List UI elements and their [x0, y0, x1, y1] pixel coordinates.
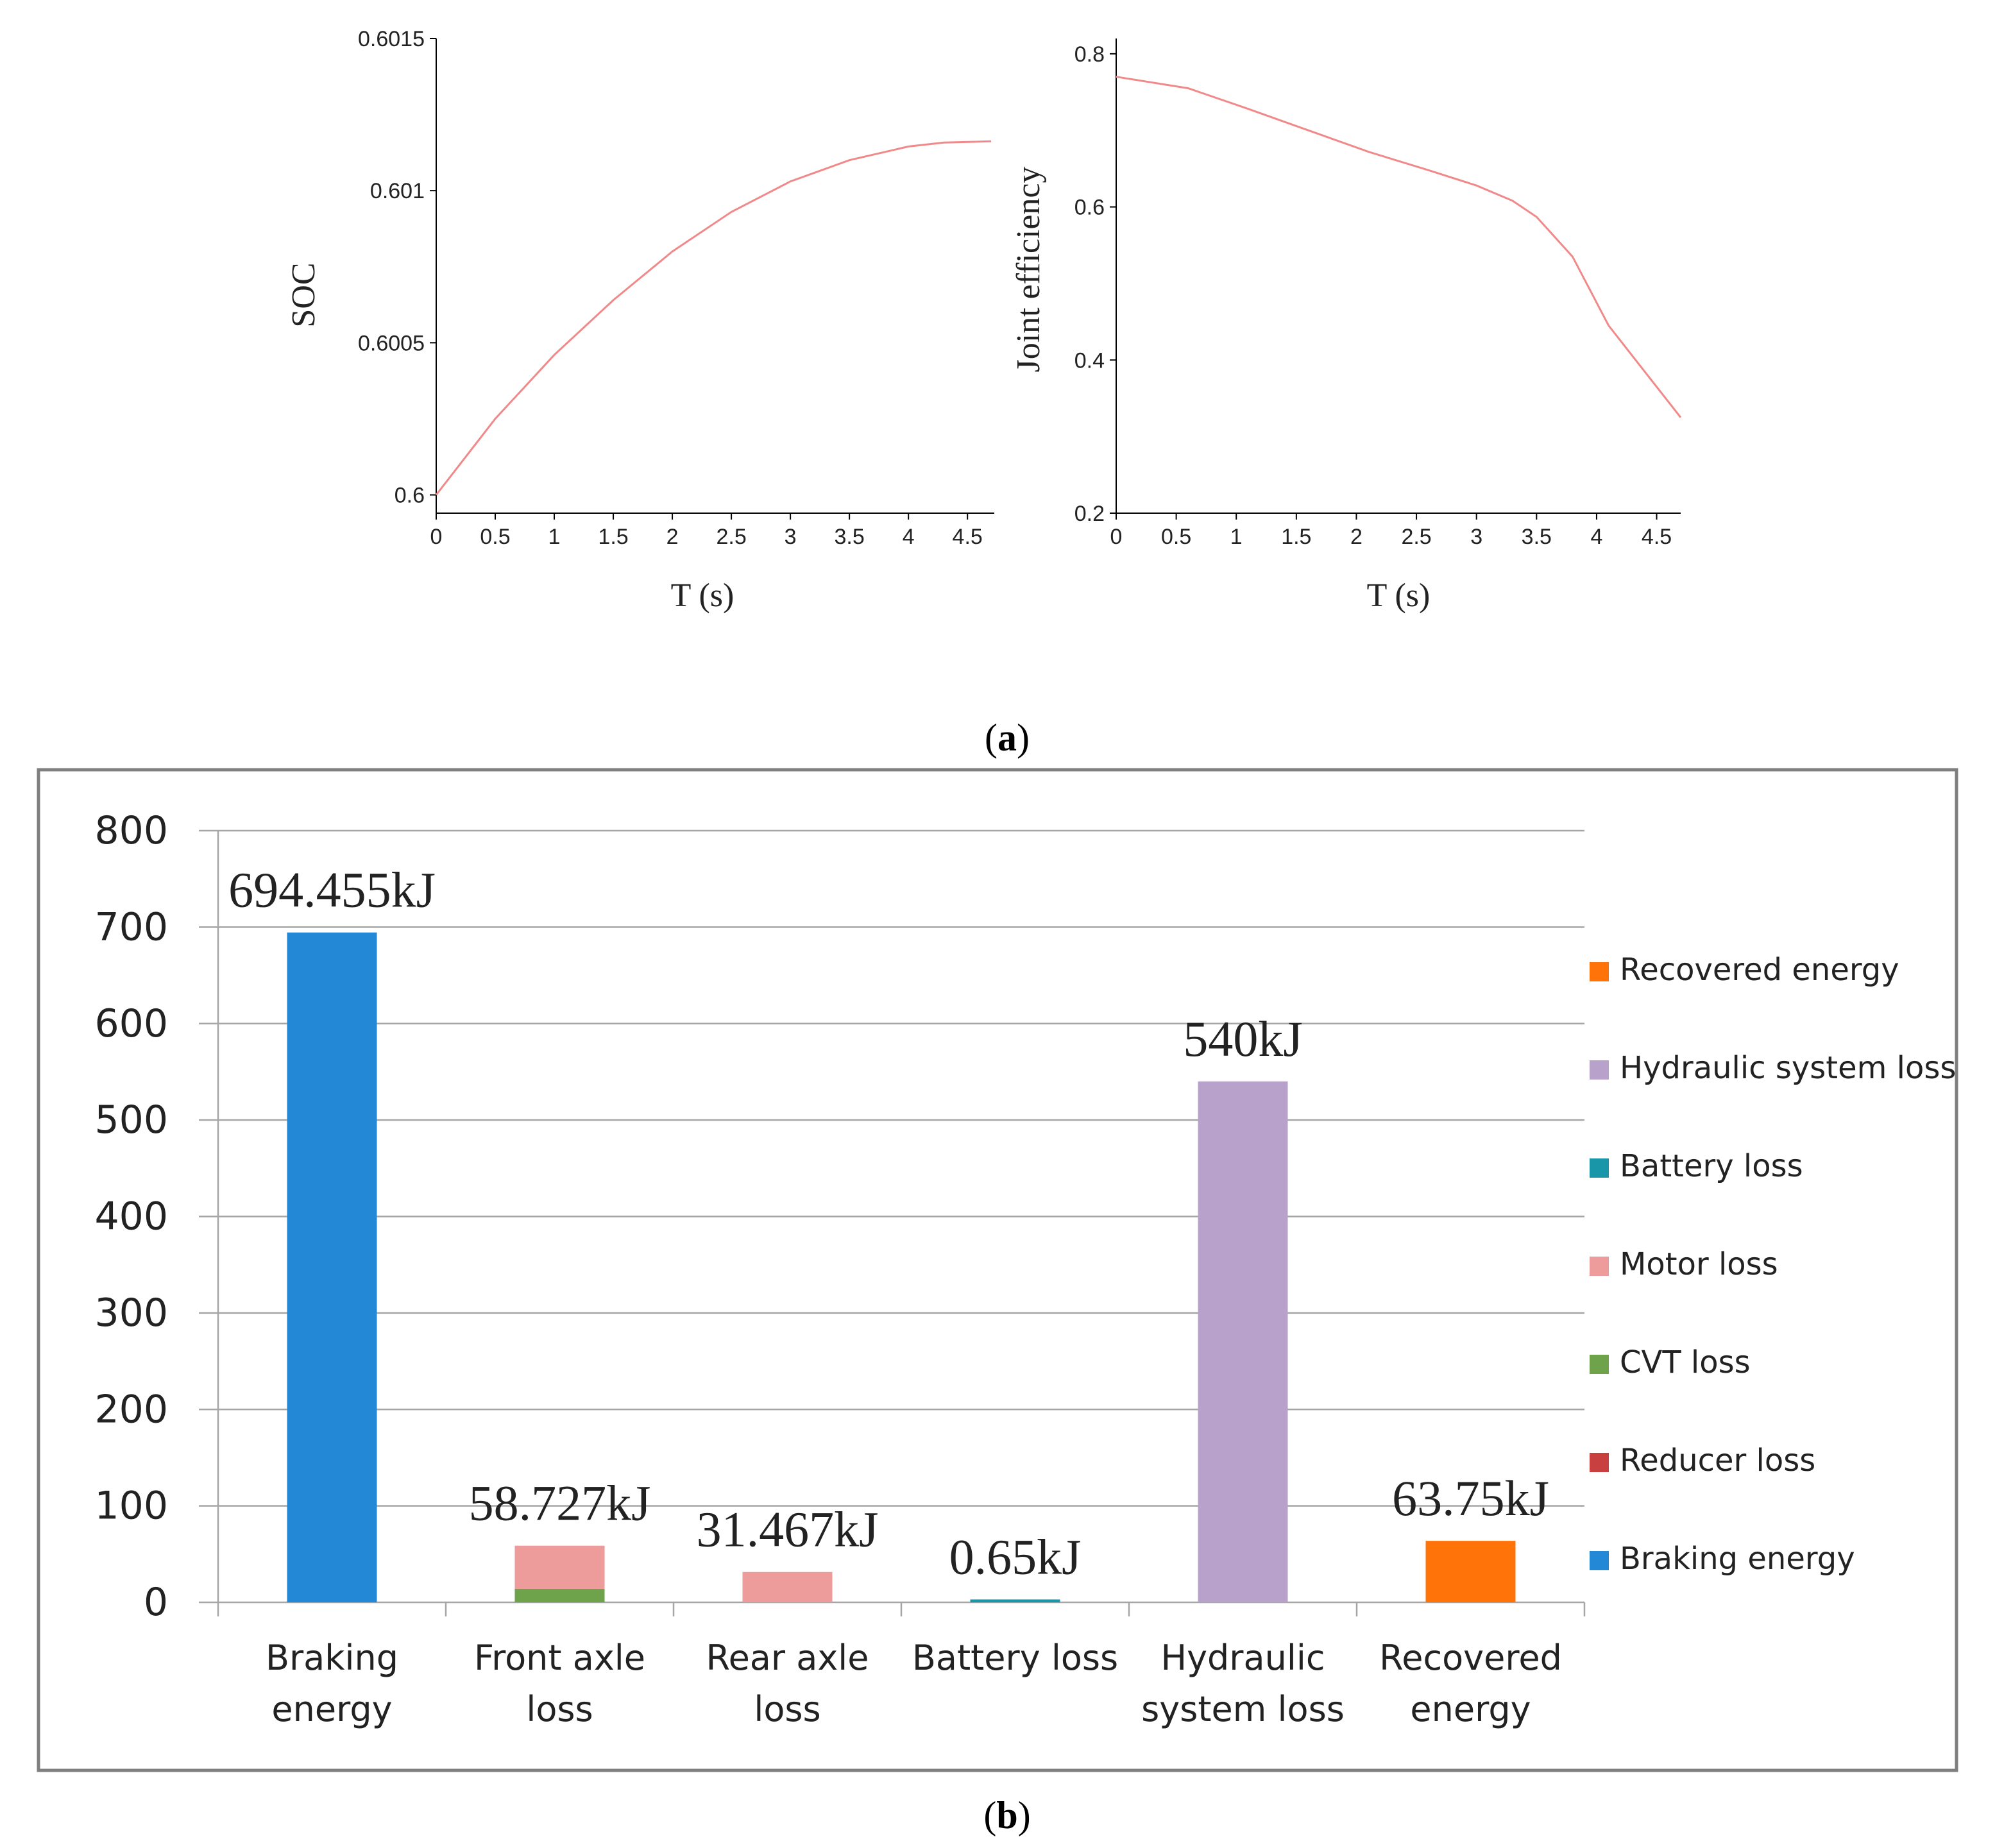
- legend-swatch: [1590, 1551, 1609, 1570]
- efficiency-plot-background: [1078, 26, 1687, 552]
- bar-ytick-label: 600: [94, 1001, 168, 1046]
- soc-plot-background: [395, 26, 1004, 552]
- a1-ytick-label: 0.6: [395, 484, 425, 508]
- bar-ytick-label: 100: [94, 1484, 168, 1529]
- a1-xtick-label: 0: [430, 525, 443, 549]
- legend-label: Reducer loss: [1620, 1443, 1815, 1479]
- legend-label: Braking energy: [1620, 1541, 1855, 1577]
- a1-xtick-label: 0.5: [480, 525, 510, 549]
- soc-x-axis-label: T (s): [671, 577, 734, 614]
- bar-data-label: 31.467kJ: [697, 1502, 879, 1557]
- bar-category-label-line2: energy: [1410, 1689, 1531, 1729]
- soc-y-axis-label: SOC: [285, 262, 322, 327]
- bar-segment-cvt-loss: [514, 1588, 605, 1602]
- bar-category-label-line1: Battery loss: [912, 1638, 1118, 1678]
- a2-ytick-label: 0.2: [1074, 502, 1105, 526]
- bar-category-label-line2: loss: [526, 1689, 593, 1729]
- bar-category-label-line1: Braking: [266, 1638, 398, 1678]
- a1-xtick-label: 2: [666, 525, 679, 549]
- bar-ytick-label: 0: [144, 1580, 168, 1625]
- a1-ytick-label: 0.6005: [358, 331, 425, 355]
- bar-data-label: 694.455kJ: [228, 862, 436, 918]
- a2-xtick-label: 4.5: [1642, 525, 1672, 549]
- a2-xtick-label: 3.5: [1522, 525, 1552, 549]
- bar-category-label-line1: Front axle: [474, 1638, 645, 1678]
- bar-category-label-line2: loss: [754, 1689, 820, 1729]
- a1-xtick-label: 1: [548, 525, 561, 549]
- bar-category-label-line1: Hydraulic: [1160, 1638, 1325, 1678]
- bar-segment-hydraulic-system-loss: [1198, 1081, 1288, 1602]
- a1-xtick-label: 2.5: [716, 525, 746, 549]
- legend-swatch: [1590, 1453, 1609, 1472]
- a2-xtick-label: 1.5: [1281, 525, 1311, 549]
- a1-ytick-label: 0.601: [370, 179, 425, 203]
- a2-ytick-label: 0.8: [1074, 42, 1105, 67]
- caption-b: (b): [983, 1794, 1030, 1836]
- bar-ytick-label: 800: [94, 808, 168, 853]
- bar-ytick-label: 400: [94, 1194, 168, 1239]
- bar-segment-battery-loss: [970, 1599, 1060, 1602]
- a2-xtick-label: 0: [1110, 525, 1123, 549]
- bar-segment-motor-loss: [514, 1545, 605, 1589]
- a2-xtick-label: 2: [1350, 525, 1363, 549]
- legend-label: Recovered energy: [1620, 952, 1899, 988]
- energy-bar-chart: 0 100 200 300 400 500 600 700 800 694.455kJ 58.72…: [37, 768, 1958, 1772]
- legend-label: Battery loss: [1620, 1148, 1803, 1184]
- legend-label: Motor loss: [1620, 1246, 1778, 1282]
- a2-xtick-label: 1: [1230, 525, 1243, 549]
- a2-ytick-label: 0.4: [1074, 348, 1105, 373]
- a1-xtick-label: 4: [903, 525, 915, 549]
- a2-xtick-label: 0.5: [1161, 525, 1191, 549]
- bar-data-label: 0.65kJ: [949, 1529, 1082, 1584]
- bar-segment-recovered-energy: [1425, 1541, 1516, 1602]
- efficiency-series-line: [1116, 76, 1682, 418]
- bar-ytick-label: 300: [94, 1291, 168, 1335]
- a1-xtick-label: 1.5: [598, 525, 628, 549]
- legend-swatch: [1590, 1060, 1609, 1080]
- bar-data-label: 58.727kJ: [469, 1475, 651, 1531]
- a2-ytick-label: 0.6: [1074, 196, 1105, 220]
- legend-swatch: [1590, 1355, 1609, 1374]
- legend-swatch: [1590, 1257, 1609, 1276]
- a1-xtick-label: 4.5: [953, 525, 983, 549]
- bar-ytick-label: 200: [94, 1387, 168, 1432]
- legend-swatch: [1590, 1158, 1609, 1178]
- caption-a-close: ): [1017, 716, 1030, 759]
- bar-ytick-label: 500: [94, 1098, 168, 1142]
- bar-segment-motor-loss: [742, 1572, 833, 1602]
- bar-category-label-line2: energy: [271, 1689, 392, 1729]
- a2-xtick-label: 2.5: [1401, 525, 1431, 549]
- a1-xtick-label: 3.5: [835, 525, 865, 549]
- caption-a: (a): [985, 716, 1030, 759]
- efficiency-x-axis-label: T (s): [1367, 577, 1430, 614]
- caption-b-letter: b: [996, 1794, 1017, 1836]
- legend-swatch: [1590, 962, 1609, 981]
- bar-data-label: 540kJ: [1183, 1011, 1302, 1067]
- joint-efficiency-chart: 0.2 0.4 0.6 0.8 0 0.5 1 1.5 2 2.5 3 3.5 4 4.5 Joint …: [1010, 26, 1687, 614]
- caption-a-open: (: [985, 716, 998, 759]
- a1-ytick-label: 0.6015: [358, 27, 425, 51]
- soc-chart: 0.6 0.6005 0.601 0.6015 0 0.5 1 1.5 2 2.5 3 3.5 4 4.…: [285, 26, 1004, 614]
- caption-b-open: (: [983, 1794, 996, 1836]
- legend-label: Hydraulic system loss: [1620, 1050, 1956, 1086]
- bar-data-label: 63.75kJ: [1392, 1470, 1549, 1526]
- bar-ytick-label: 700: [94, 904, 168, 949]
- caption-b-close: ): [1018, 1794, 1031, 1836]
- legend-label: CVT loss: [1620, 1344, 1751, 1380]
- efficiency-y-axis-label: Joint efficiency: [1010, 166, 1047, 372]
- bar-category-label-line1: Recovered: [1379, 1638, 1562, 1678]
- a2-xtick-label: 4: [1590, 525, 1602, 549]
- bar-category-label-line1: Rear axle: [706, 1638, 869, 1678]
- bar-category-label-line2: system loss: [1141, 1689, 1345, 1729]
- caption-a-letter: a: [998, 716, 1017, 759]
- a2-xtick-label: 3: [1470, 525, 1482, 549]
- soc-series-line: [435, 140, 992, 496]
- bar-segment-braking-energy: [287, 932, 377, 1602]
- a1-xtick-label: 3: [785, 525, 797, 549]
